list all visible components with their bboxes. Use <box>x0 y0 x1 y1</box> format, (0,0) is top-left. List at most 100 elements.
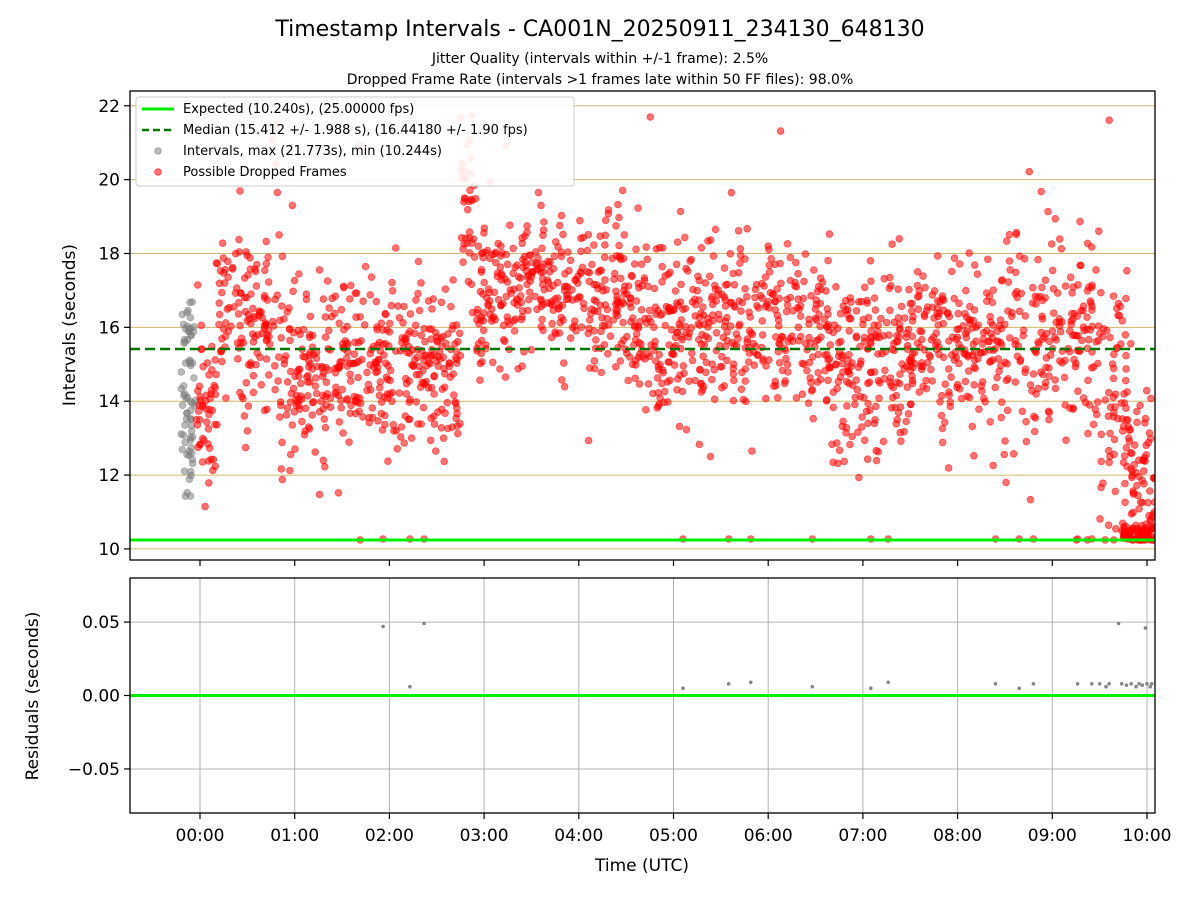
dropped-frame-point <box>372 368 380 377</box>
dropped-frame-point <box>533 305 541 314</box>
dropped-frame-point <box>673 328 681 337</box>
dropped-frame-point <box>665 341 673 349</box>
dropped-frame-point <box>380 351 388 359</box>
dropped-frame-point <box>395 313 404 322</box>
dropped-frame-point <box>727 188 736 197</box>
dropped-frame-point <box>1145 429 1154 437</box>
dropped-frame-point <box>1066 273 1075 282</box>
dropped-frame-point <box>590 357 599 365</box>
dropped-frame-point <box>1012 228 1021 237</box>
dropped-frame-point <box>490 288 499 297</box>
dropped-frame-point <box>789 306 797 315</box>
dropped-frame-point <box>720 293 729 302</box>
dropped-frame-point <box>1038 315 1047 323</box>
dropped-frame-point <box>853 385 862 394</box>
dropped-frame-point <box>474 340 483 348</box>
dropped-frame-point <box>1142 451 1151 459</box>
dropped-frame-point <box>1122 351 1130 360</box>
dropped-frame-point <box>465 228 474 236</box>
legend-box <box>135 96 575 187</box>
x-tick-label: 06:00 <box>744 826 793 846</box>
dropped-frame-point <box>1105 116 1113 124</box>
dropped-frame-point <box>1051 384 1060 393</box>
dropped-frame-point <box>897 437 905 446</box>
dropped-frame-point <box>965 393 974 402</box>
dropped-frame-point <box>430 420 439 428</box>
dropped-frame-point <box>311 448 320 456</box>
dropped-frame-point <box>896 370 904 379</box>
dropped-frame-point <box>832 360 840 368</box>
dropped-frame-point <box>741 397 750 406</box>
dropped-frame-point <box>1122 294 1130 303</box>
dropped-frame-point <box>305 424 314 433</box>
dropped-frame-point <box>759 355 767 363</box>
dropped-frame-point <box>244 402 253 410</box>
dropped-frame-point <box>796 332 805 341</box>
dropped-frame-point <box>322 378 331 387</box>
dropped-frame-point <box>335 319 344 328</box>
dropped-frame-point <box>927 335 936 344</box>
dropped-frame-point <box>519 255 527 264</box>
dropped-frame-point <box>1112 524 1120 533</box>
dropped-frame-point <box>322 363 330 372</box>
dropped-frame-point <box>424 297 433 305</box>
dropped-frame-point <box>658 379 666 388</box>
dropped-frame-point <box>895 379 904 388</box>
dropped-frame-point <box>354 373 362 382</box>
dropped-frame-point <box>213 420 221 429</box>
dropped-frame-point <box>955 260 964 268</box>
legend-intervals-swatch <box>154 147 162 155</box>
dropped-frame-point <box>395 389 404 397</box>
dropped-frame-point <box>381 309 390 318</box>
dropped-frame-point <box>388 278 396 287</box>
dropped-frame-point <box>236 321 244 330</box>
dropped-frame-point <box>731 303 739 311</box>
residual-point <box>1140 683 1145 687</box>
dropped-frame-point <box>246 253 254 262</box>
dropped-frame-point <box>504 317 512 325</box>
dropped-frame-point <box>960 349 968 358</box>
dropped-frame-point <box>843 402 851 410</box>
dropped-frame-point <box>970 261 979 269</box>
dropped-frame-point <box>829 458 837 467</box>
dropped-frame-point <box>859 315 868 324</box>
dropped-frame-point <box>468 239 476 247</box>
dropped-frame-point <box>311 374 320 382</box>
dropped-frame-point <box>734 227 743 235</box>
dropped-frame-point <box>441 409 449 418</box>
dropped-frame-point <box>845 327 853 335</box>
dropped-frame-point <box>652 245 661 253</box>
dropped-frame-point <box>1117 399 1125 407</box>
residual-point <box>381 624 385 629</box>
dropped-frame-point <box>817 285 825 294</box>
dropped-frame-point <box>257 308 265 316</box>
dropped-frame-point <box>326 394 335 403</box>
dropped-frame-point <box>249 304 257 313</box>
dropped-frame-point <box>826 341 835 349</box>
dropped-frame-point <box>694 335 703 344</box>
x-tick-label: 07:00 <box>838 826 887 846</box>
dropped-frame-point <box>1055 318 1064 326</box>
dropped-frame-point <box>246 361 255 370</box>
dropped-frame-point <box>679 305 687 314</box>
dropped-frame-point <box>1121 498 1129 507</box>
dropped-frame-point <box>1005 257 1014 265</box>
x-tick-label: 03:00 <box>460 826 509 846</box>
dropped-frame-point <box>427 325 436 333</box>
dropped-frame-point <box>572 327 580 335</box>
dropped-frame-point <box>838 351 847 360</box>
dropped-frame-point <box>775 358 784 367</box>
interval-point <box>188 459 197 468</box>
dropped-frame-point <box>1056 327 1065 336</box>
dropped-frame-point <box>965 249 973 257</box>
dropped-frame-point <box>286 450 295 459</box>
residual-point <box>1090 682 1094 686</box>
dropped-frame-point <box>346 370 354 379</box>
dropped-frame-point <box>846 440 854 449</box>
interval-point <box>187 331 195 340</box>
dropped-frame-point <box>988 298 997 307</box>
dropped-frame-point <box>221 319 230 327</box>
dropped-frame-point <box>448 423 456 432</box>
dropped-frame-point <box>587 305 596 314</box>
